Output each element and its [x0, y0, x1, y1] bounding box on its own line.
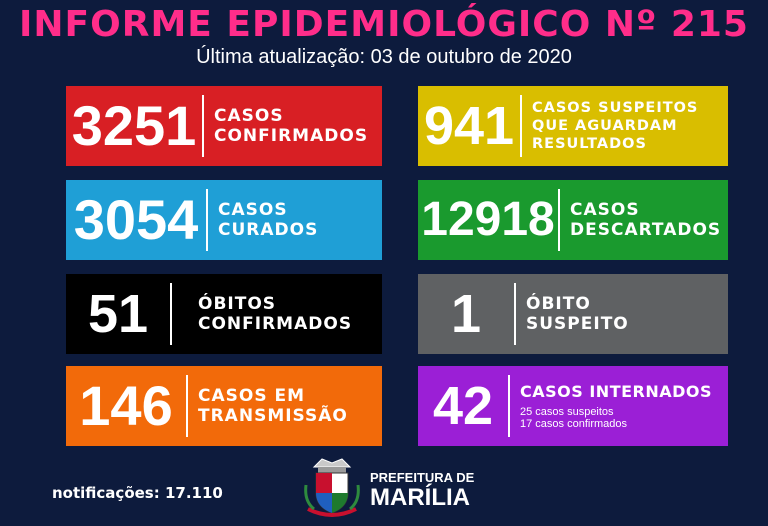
confirmed-cases-label: CASOS CONFIRMADOS — [214, 106, 369, 146]
org-name-line1: PREFEITURA DE — [370, 470, 475, 485]
hospitalized-text-group: CASOS INTERNADOS 25 casos suspeitos 17 c… — [510, 382, 712, 430]
suspected-death-value: 1 — [450, 284, 482, 344]
suspected-cases-value: 941 — [423, 96, 515, 156]
card-divider — [508, 375, 510, 437]
card-divider — [514, 283, 516, 345]
card-discarded-cases: 12918 CASOS DESCARTADOS — [418, 180, 728, 260]
org-name-line2: MARÍLIA — [370, 484, 470, 511]
cured-cases-label: CASOS CURADOS — [218, 200, 319, 240]
cured-cases-value: 3054 — [73, 188, 199, 251]
hospitalized-breakdown: 25 casos suspeitos 17 casos confirmados — [520, 406, 627, 430]
report-title: INFORME EPIDEMIOLÓGICO Nº 215 — [19, 4, 749, 45]
hospitalized-cases-value: 42 — [432, 376, 494, 436]
transmission-cases-value: 146 — [79, 374, 173, 437]
card-divider — [170, 283, 172, 345]
card-divider — [558, 189, 560, 251]
suspected-cases-label: CASOS SUSPEITOS QUE AGUARDAM RESULTADOS — [532, 100, 699, 152]
card-divider — [186, 375, 188, 437]
discarded-cases-value: 12918 — [421, 193, 555, 246]
card-divider — [202, 95, 204, 157]
card-cured-cases: 3054 CASOS CURADOS — [66, 180, 382, 260]
card-divider — [520, 95, 522, 157]
hospitalized-cases-label: CASOS INTERNADOS — [520, 382, 713, 401]
suspected-death-label: ÓBITO SUSPEITO — [526, 294, 629, 334]
confirmed-deaths-value: 51 — [87, 284, 149, 344]
card-suspected-death: 1 ÓBITO SUSPEITO — [418, 274, 728, 354]
card-divider — [206, 189, 208, 251]
city-coat-of-arms-icon — [304, 458, 360, 517]
confirmed-cases-value: 3251 — [71, 94, 197, 157]
card-hospitalized-cases: 42 CASOS INTERNADOS 25 casos suspeitos 1… — [418, 366, 728, 446]
card-confirmed-deaths: 51 ÓBITOS CONFIRMADOS — [66, 274, 382, 354]
last-update-subtitle: Última atualização: 03 de outubro de 202… — [196, 46, 572, 68]
discarded-cases-label: CASOS DESCARTADOS — [570, 200, 722, 240]
transmission-cases-label: CASOS EM TRANSMISSÃO — [198, 386, 348, 426]
confirmed-deaths-label: ÓBITOS CONFIRMADOS — [198, 294, 353, 334]
card-confirmed-cases: 3251 CASOS CONFIRMADOS — [66, 86, 382, 166]
notifications-count: notificações: 17.110 — [52, 484, 223, 502]
card-transmission-cases: 146 CASOS EM TRANSMISSÃO — [66, 366, 382, 446]
card-suspected-cases: 941 CASOS SUSPEITOS QUE AGUARDAM RESULTA… — [418, 86, 728, 166]
